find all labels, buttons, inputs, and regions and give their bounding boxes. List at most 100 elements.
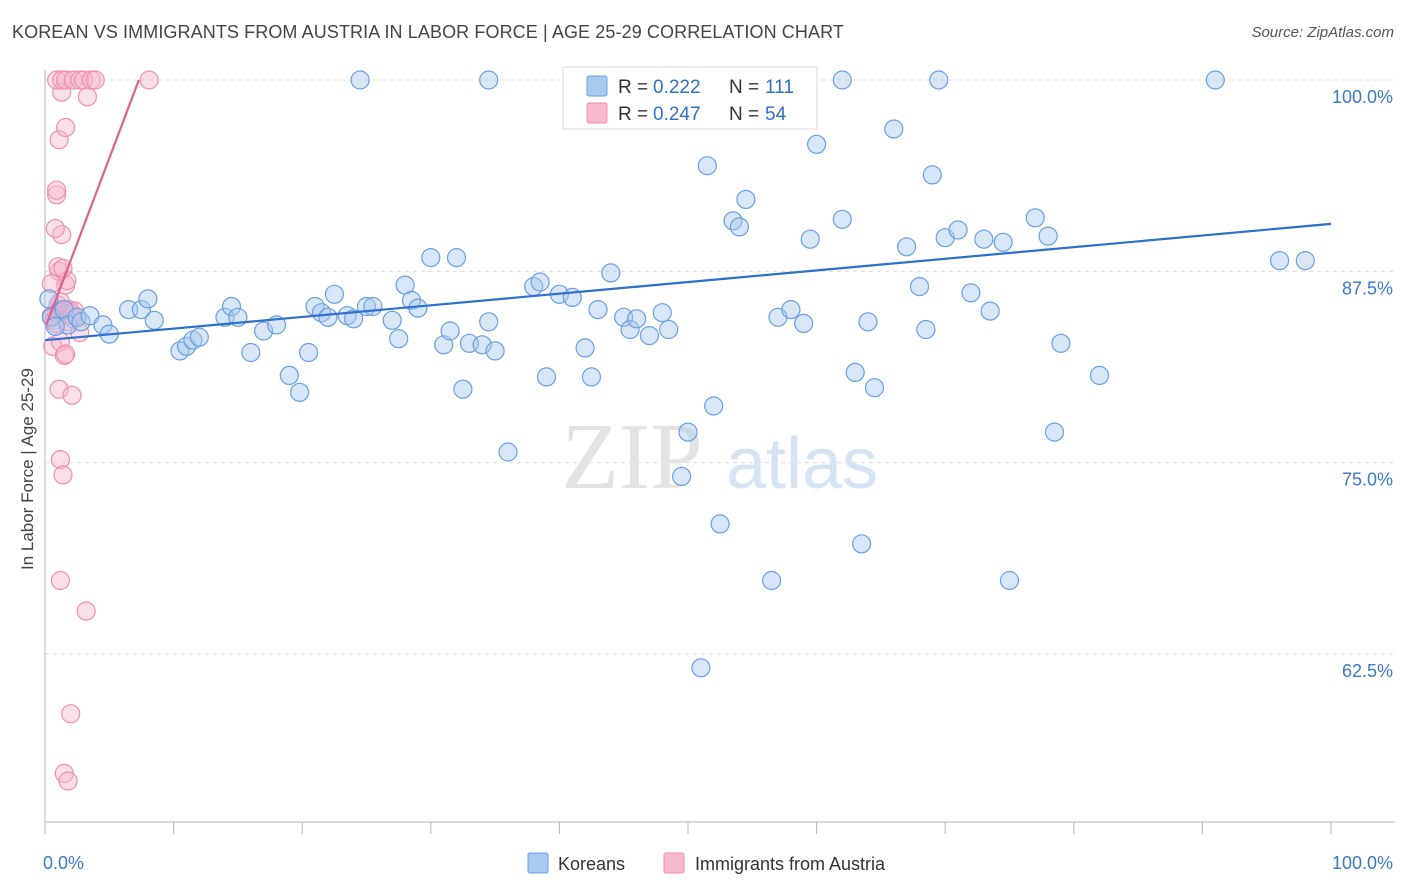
series-koreans-points bbox=[39, 70, 1315, 678]
source-note: Source: ZipAtlas.com bbox=[1251, 24, 1394, 41]
korean-point bbox=[1205, 70, 1225, 90]
watermark-atlas: atlas bbox=[726, 424, 878, 504]
korean-point bbox=[299, 342, 319, 363]
korean-point bbox=[290, 382, 310, 402]
korean-point bbox=[241, 342, 261, 363]
immigrant-point bbox=[55, 117, 76, 138]
korean-point bbox=[761, 570, 782, 591]
korean-point bbox=[851, 534, 872, 554]
korean-point bbox=[639, 326, 660, 346]
korean-point bbox=[916, 319, 936, 340]
immigrant-point bbox=[62, 385, 82, 405]
korean-point bbox=[800, 229, 820, 249]
korean-point bbox=[421, 248, 441, 268]
legend-n-value-immigrants: 54 bbox=[765, 104, 787, 125]
korean-point bbox=[279, 365, 299, 385]
korean-point bbox=[659, 319, 679, 340]
korean-point bbox=[626, 309, 647, 329]
korean-point bbox=[806, 134, 827, 154]
korean-point bbox=[344, 309, 364, 329]
x-tick-label: 0.0% bbox=[43, 853, 84, 873]
korean-point bbox=[1044, 422, 1065, 442]
korean-point bbox=[832, 70, 852, 90]
legend-r-value-koreans: 0.222 bbox=[653, 77, 701, 98]
korean-point bbox=[485, 341, 505, 361]
legend-r-label-koreans: R = bbox=[618, 77, 648, 98]
korean-point bbox=[131, 300, 151, 320]
y-tick-labels: 62.5% 75.0% 87.5% 100.0% bbox=[1332, 87, 1393, 681]
trend-lines bbox=[44, 79, 1332, 342]
korean-point bbox=[382, 310, 402, 330]
watermark-zip: ZIP bbox=[562, 405, 703, 509]
korean-point bbox=[671, 466, 692, 486]
korean-point bbox=[1089, 365, 1110, 385]
legend-n-value-koreans: 111 bbox=[765, 77, 794, 98]
immigrant-point bbox=[41, 274, 62, 294]
korean-point bbox=[678, 422, 698, 442]
korean-point bbox=[858, 312, 878, 332]
korean-point bbox=[401, 290, 422, 310]
korean-point bbox=[1295, 251, 1315, 271]
immigrant-point bbox=[53, 258, 73, 278]
korean-point bbox=[961, 283, 981, 303]
immigrant-point bbox=[139, 70, 159, 90]
immigrant-point bbox=[45, 218, 65, 239]
korean-point bbox=[1051, 333, 1071, 353]
korean-point bbox=[884, 119, 904, 139]
korean-point bbox=[350, 70, 370, 90]
korean-point bbox=[479, 312, 499, 332]
immigrant-point bbox=[49, 130, 69, 150]
korean-point bbox=[909, 277, 930, 297]
korean-point bbox=[498, 442, 518, 462]
y-tick-label: 75.0% bbox=[1342, 470, 1393, 490]
series-legend-swatch-immigrants bbox=[663, 852, 685, 874]
watermark: ZIP atlas bbox=[562, 405, 879, 509]
korean-point bbox=[581, 367, 602, 387]
korean-point bbox=[781, 300, 801, 320]
immigrant-point bbox=[50, 450, 71, 470]
series-immigrants-points bbox=[41, 70, 159, 791]
legend-r-value-immigrants: 0.247 bbox=[653, 104, 701, 125]
series-legend-label-immigrants: Immigrants from Austria bbox=[695, 854, 886, 874]
korean-point bbox=[948, 220, 968, 240]
korean-point bbox=[832, 209, 852, 229]
korean-point bbox=[922, 165, 942, 185]
y-tick-label: 62.5% bbox=[1342, 661, 1393, 681]
korean-point bbox=[710, 514, 730, 534]
korean-point bbox=[691, 658, 711, 678]
korean-point bbox=[453, 379, 473, 399]
korean-point bbox=[620, 319, 640, 340]
x-tick-label: 100.0% bbox=[1332, 853, 1393, 873]
korean-point bbox=[363, 296, 383, 317]
series-legend: Koreans Immigrants from Austria bbox=[527, 852, 886, 874]
x-tick-labels: 0.0% 100.0% bbox=[43, 853, 1393, 873]
legend-swatch-immigrants bbox=[586, 102, 608, 124]
korean-point bbox=[974, 229, 994, 249]
korean-point bbox=[697, 156, 717, 176]
y-tick-label: 100.0% bbox=[1332, 87, 1393, 107]
immigrant-point bbox=[54, 345, 74, 366]
korean-point bbox=[45, 316, 65, 336]
korean-point bbox=[929, 70, 949, 90]
stats-legend: R = 0.222 N = 111 R = 0.247 N = 54 bbox=[562, 66, 818, 130]
series-legend-label-koreans: Koreans bbox=[558, 854, 625, 874]
chart-title: KOREAN VS IMMIGRANTS FROM AUSTRIA IN LAB… bbox=[12, 22, 844, 42]
korean-point bbox=[138, 289, 158, 309]
korean-point bbox=[1269, 251, 1290, 271]
korean-point bbox=[144, 310, 164, 330]
y-tick-label: 87.5% bbox=[1342, 278, 1393, 298]
legend-swatch-koreans bbox=[586, 75, 608, 97]
immigrant-point bbox=[85, 70, 105, 90]
korean-point bbox=[389, 329, 409, 349]
korean-point bbox=[845, 362, 865, 382]
immigrant-point bbox=[55, 344, 76, 364]
korean-point bbox=[864, 378, 885, 398]
immigrant-point bbox=[46, 185, 67, 205]
korean-point bbox=[440, 321, 460, 341]
immigrant-point bbox=[73, 70, 94, 90]
immigrant-point bbox=[76, 601, 96, 621]
korean-point bbox=[530, 272, 550, 292]
korean-point bbox=[318, 307, 338, 327]
korean-point bbox=[896, 237, 917, 257]
